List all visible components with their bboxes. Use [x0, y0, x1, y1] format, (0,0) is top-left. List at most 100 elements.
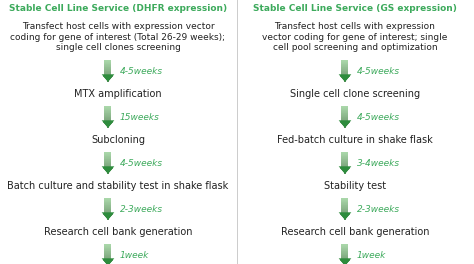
Polygon shape	[341, 119, 348, 120]
Polygon shape	[341, 249, 348, 250]
Polygon shape	[339, 212, 351, 220]
Text: Batch culture and stability test in shake flask: Batch culture and stability test in shak…	[8, 181, 228, 191]
Polygon shape	[104, 247, 111, 248]
Polygon shape	[104, 153, 111, 154]
Polygon shape	[341, 253, 348, 254]
Polygon shape	[104, 161, 111, 162]
Polygon shape	[341, 202, 348, 203]
Polygon shape	[104, 244, 111, 245]
Polygon shape	[104, 248, 111, 249]
Polygon shape	[341, 165, 348, 166]
Polygon shape	[341, 245, 348, 246]
Polygon shape	[341, 70, 348, 71]
Polygon shape	[104, 115, 111, 116]
Polygon shape	[341, 160, 348, 161]
Polygon shape	[104, 211, 111, 212]
Polygon shape	[339, 75, 351, 76]
Polygon shape	[104, 61, 111, 62]
Polygon shape	[341, 257, 348, 258]
Polygon shape	[341, 209, 348, 210]
Polygon shape	[341, 248, 348, 249]
Polygon shape	[341, 201, 348, 202]
Polygon shape	[106, 79, 110, 80]
Polygon shape	[102, 258, 114, 259]
Polygon shape	[106, 171, 110, 172]
Text: Stable Cell Line Service (GS expression): Stable Cell Line Service (GS expression)	[253, 4, 457, 13]
Polygon shape	[345, 173, 346, 174]
Text: MTX amplification: MTX amplification	[74, 89, 162, 99]
Polygon shape	[102, 213, 113, 214]
Polygon shape	[341, 159, 348, 160]
Polygon shape	[104, 154, 111, 155]
Text: 15weeks: 15weeks	[120, 112, 160, 121]
Polygon shape	[343, 79, 347, 80]
Polygon shape	[341, 71, 348, 72]
Text: 4-5weeks: 4-5weeks	[120, 67, 163, 76]
Polygon shape	[341, 244, 348, 245]
Polygon shape	[104, 108, 111, 109]
Polygon shape	[104, 169, 111, 170]
Polygon shape	[106, 125, 110, 126]
Polygon shape	[104, 206, 111, 207]
Polygon shape	[341, 63, 348, 64]
Polygon shape	[341, 205, 348, 206]
Polygon shape	[343, 171, 347, 172]
Polygon shape	[341, 77, 349, 78]
Polygon shape	[104, 202, 111, 203]
Polygon shape	[341, 112, 348, 113]
Polygon shape	[104, 245, 111, 246]
Polygon shape	[107, 126, 109, 127]
Polygon shape	[104, 116, 111, 117]
Polygon shape	[104, 120, 111, 121]
Polygon shape	[340, 76, 350, 77]
Polygon shape	[104, 209, 111, 210]
Polygon shape	[107, 172, 109, 173]
Polygon shape	[339, 167, 350, 168]
Polygon shape	[104, 66, 111, 67]
Polygon shape	[104, 70, 111, 71]
Polygon shape	[104, 117, 111, 118]
Polygon shape	[341, 155, 348, 156]
Polygon shape	[107, 80, 109, 81]
Polygon shape	[102, 120, 114, 128]
Polygon shape	[339, 74, 351, 82]
Text: 2-3weeks: 2-3weeks	[120, 205, 163, 214]
Polygon shape	[104, 157, 111, 158]
Polygon shape	[104, 198, 111, 199]
Polygon shape	[341, 62, 348, 63]
Polygon shape	[106, 217, 110, 218]
Polygon shape	[104, 200, 111, 201]
Polygon shape	[341, 161, 348, 162]
Text: Transfect host cells with expression
vector coding for gene of interest; single
: Transfect host cells with expression vec…	[262, 22, 447, 52]
Polygon shape	[102, 258, 114, 264]
Polygon shape	[341, 208, 348, 209]
Text: Stable Cell Line Service (DHFR expression): Stable Cell Line Service (DHFR expressio…	[9, 4, 227, 13]
Polygon shape	[339, 258, 351, 264]
Polygon shape	[341, 72, 348, 73]
Polygon shape	[339, 213, 350, 214]
Polygon shape	[341, 117, 348, 118]
Polygon shape	[341, 106, 348, 107]
Polygon shape	[341, 198, 348, 199]
Polygon shape	[102, 74, 114, 82]
Polygon shape	[108, 173, 109, 174]
Polygon shape	[341, 158, 348, 159]
Polygon shape	[102, 259, 114, 260]
Polygon shape	[102, 167, 113, 168]
Polygon shape	[341, 200, 348, 201]
Polygon shape	[341, 199, 348, 200]
Polygon shape	[104, 156, 111, 157]
Polygon shape	[339, 120, 351, 128]
Polygon shape	[104, 207, 111, 208]
Polygon shape	[104, 160, 111, 161]
Polygon shape	[341, 204, 348, 205]
Polygon shape	[341, 206, 348, 207]
Polygon shape	[102, 75, 114, 76]
Polygon shape	[344, 80, 346, 81]
Polygon shape	[341, 152, 348, 153]
Polygon shape	[107, 127, 109, 128]
Polygon shape	[104, 165, 111, 166]
Text: Subcloning: Subcloning	[91, 135, 145, 145]
Polygon shape	[104, 63, 111, 64]
Polygon shape	[341, 123, 349, 124]
